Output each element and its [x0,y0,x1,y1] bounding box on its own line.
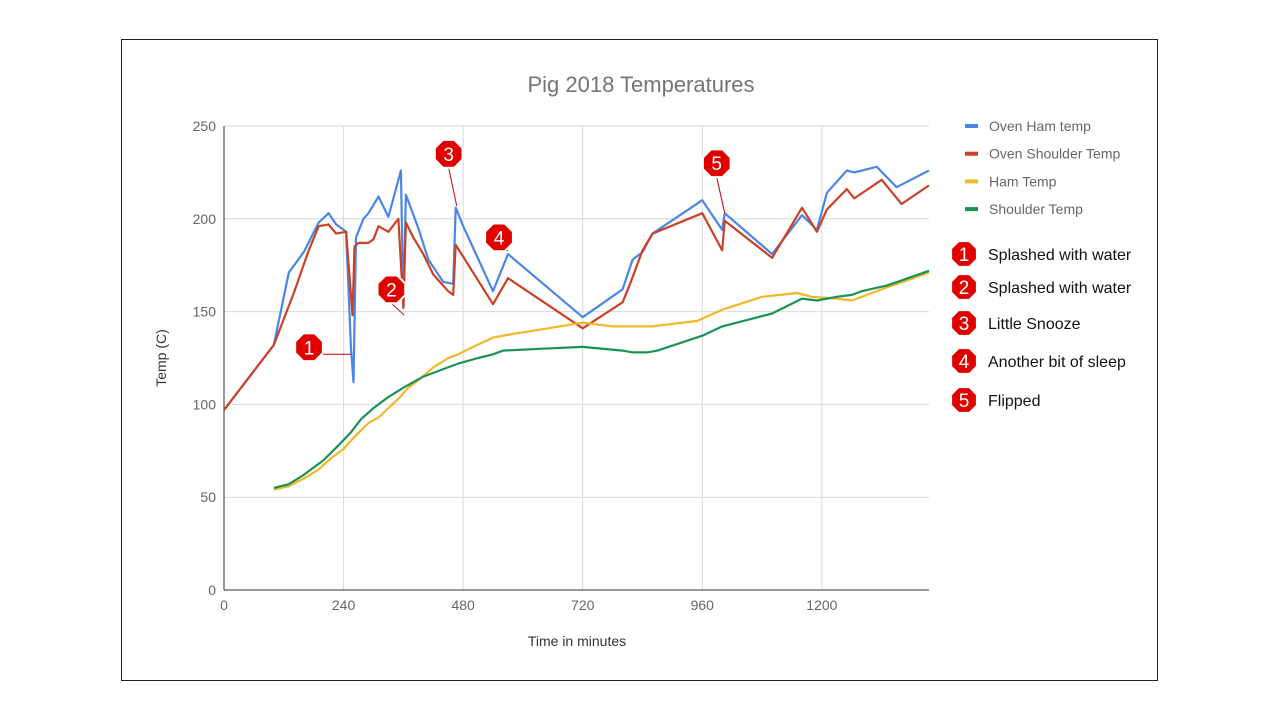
event-badge [950,386,978,414]
callout-leader [448,167,458,206]
x-tick-label: 0 [220,597,228,613]
event-badge [950,240,978,268]
event-badge [950,273,978,301]
callout-number: 3 [443,145,454,166]
y-tick-label: 250 [193,118,217,134]
legend-label: Ham Temp [989,173,1057,189]
x-tick-label: 480 [451,597,475,613]
x-axis-title: Time in minutes [528,633,626,649]
legend-label: Oven Ham temp [989,118,1091,134]
series-lines [223,165,930,491]
callout-badge [433,138,464,169]
callout-badge [701,148,732,179]
callout-leader [716,177,726,214]
legend-label: Oven Shoulder Temp [989,146,1120,162]
x-tick-label: 720 [571,597,595,613]
event-badge [950,347,978,375]
callout-badge [294,332,324,363]
event-number: 3 [959,314,970,335]
grid-lines [224,125,929,590]
y-tick-label: 200 [193,211,217,227]
x-tick-label: 1200 [806,597,837,613]
event-label: Splashed with water [988,280,1132,297]
callout-number: 1 [304,338,315,359]
event-label: Another bit of sleep [988,354,1126,371]
event-number: 5 [959,391,970,412]
y-tick-label: 150 [193,304,217,320]
y-tick-label: 100 [193,396,217,412]
series-line-2 [223,178,930,411]
callout-badge [376,274,407,305]
callout-leader [391,302,405,316]
legend-label: Shoulder Temp [989,201,1083,217]
y-axis-title: Temp (C) [153,329,169,387]
chart-frame: Pig 2018 Temperatures 0 50 100 150 200 250 0 24… [121,39,1158,681]
callout-badge [484,222,514,253]
event-number: 2 [959,278,970,299]
event-legend: 1 Splashed with water 2 Splashed with water… [950,240,1132,414]
chart-title: Pig 2018 Temperatures [527,72,754,97]
callout-number: 5 [711,154,722,175]
event-number: 4 [959,352,970,373]
event-number: 1 [959,245,970,266]
y-tick-label: 0 [208,582,216,598]
series-legend: Oven Ham temp Oven Shoulder Temp Ham Temp S… [965,118,1120,217]
x-tick-label: 240 [332,597,356,613]
callout-number: 4 [494,228,505,249]
event-label: Little Snooze [988,316,1081,333]
y-tick-label: 50 [200,489,216,505]
axes: 0 50 100 150 200 250 0 240 480 720 960 1200 [193,118,929,613]
series-line-4 [273,269,930,489]
series-line-1 [223,165,930,411]
callout-number: 2 [386,280,397,301]
event-label: Splashed with water [988,247,1132,264]
series-line-3 [273,271,930,491]
event-badge [950,309,978,337]
x-tick-label: 960 [691,597,715,613]
event-callouts: 1 2 3 4 5 [294,138,732,363]
event-label: Flipped [988,393,1040,410]
